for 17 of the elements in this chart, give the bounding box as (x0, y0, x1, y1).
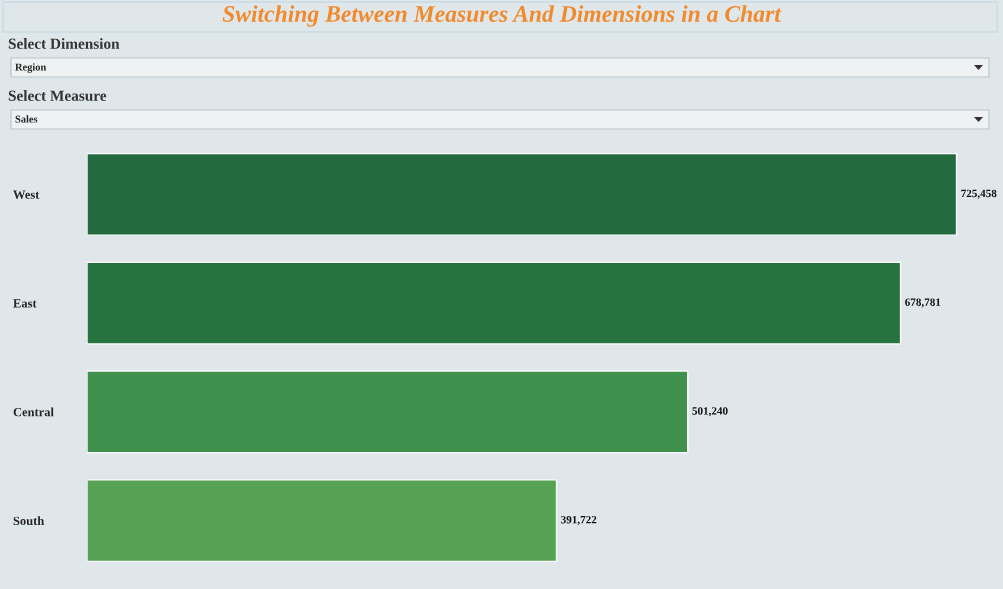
y-tick-label: Central (13, 407, 54, 417)
bar (87, 479, 558, 563)
text: Select Dimension (8, 38, 120, 49)
data-label: 725,458 (961, 189, 997, 199)
bar (87, 152, 958, 236)
text: Select Measure (8, 90, 107, 101)
y-tick-label: South (13, 516, 45, 526)
bar (87, 370, 689, 454)
data-label: 678,781 (905, 298, 941, 308)
bar (87, 261, 902, 345)
y-tick-label: West (13, 190, 40, 199)
y-tick-label: East (13, 299, 37, 308)
text: Sales (15, 115, 38, 123)
data-label: 391,722 (561, 515, 597, 526)
chart-title: Switching Between Measures And Dimensions in a Chart (222, 5, 782, 27)
text: Region (15, 63, 47, 73)
data-label: 501,240 (692, 407, 728, 417)
